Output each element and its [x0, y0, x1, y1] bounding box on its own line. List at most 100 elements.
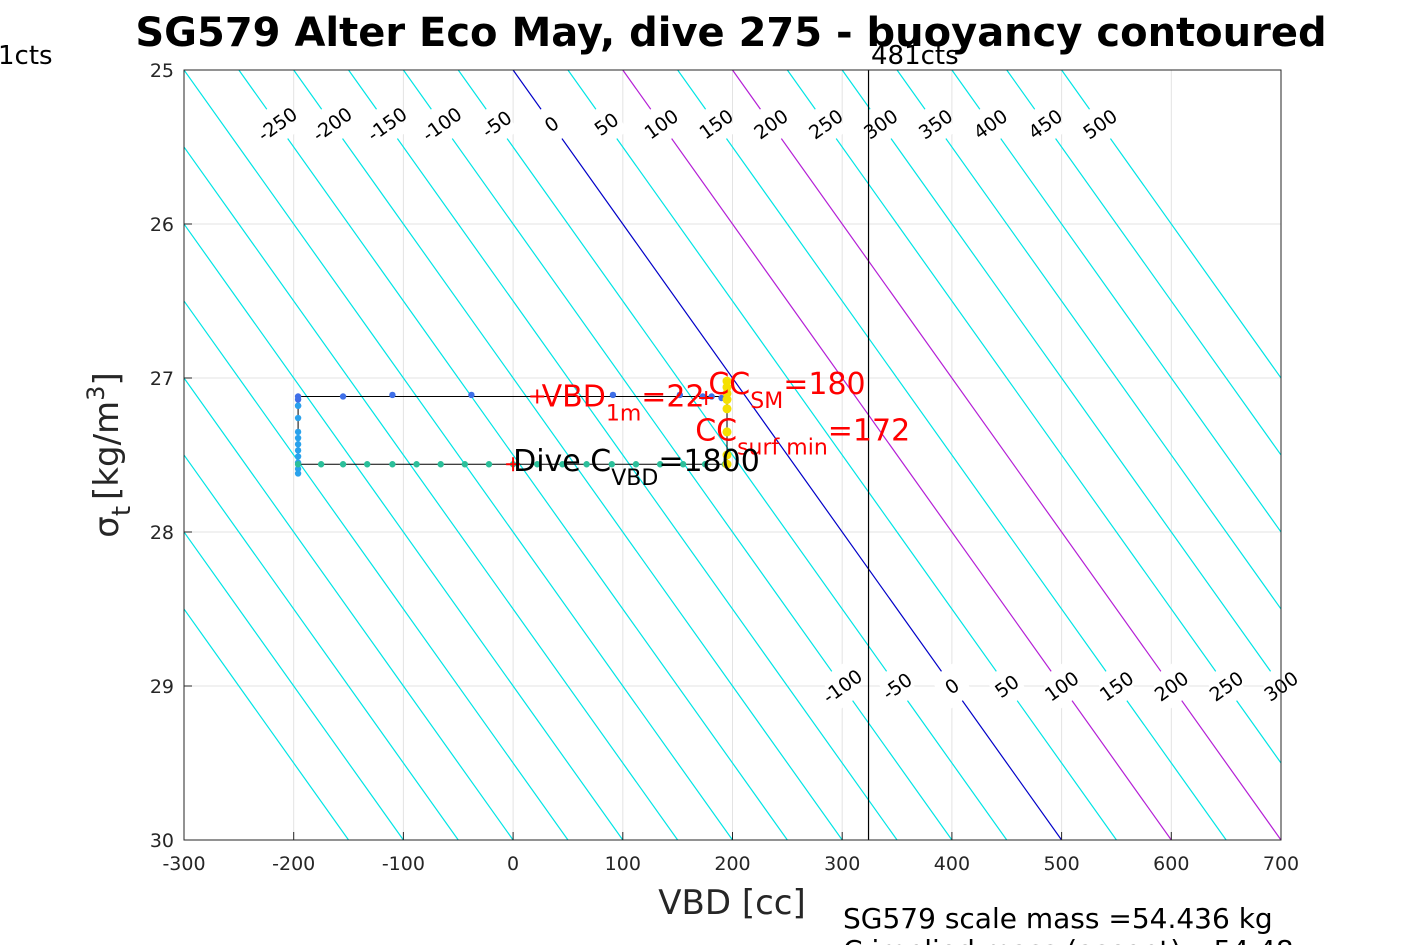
svg-text:σt[kg/m3]: σt [kg/m3]: [82, 372, 137, 537]
contour-label-top-bg: [474, 101, 519, 147]
contour-line: [1061, 70, 1281, 380]
contour-label-top-bg: [803, 101, 848, 147]
data-point: [294, 461, 302, 468]
y-axis-label-unit: [kg/m: [87, 401, 127, 500]
contour-line: [457, 70, 1008, 840]
y-tick-label: 29: [150, 676, 174, 698]
x-tick-label: -200: [272, 853, 315, 875]
data-point: [363, 461, 371, 468]
implied-mass-note: C implied mass (ascent) =54.48: [843, 934, 1294, 945]
data-point: [559, 461, 566, 468]
contour-line: [567, 70, 1117, 840]
chart-title: SG579 Alter Eco May, dive 275 - buoyancy…: [135, 10, 1326, 56]
x-tick-label: 300: [824, 853, 860, 875]
data-point: [656, 461, 664, 468]
data-point: [608, 461, 616, 468]
data-point: [294, 470, 302, 477]
contour-line: [184, 530, 404, 840]
contour-line: [786, 70, 1281, 765]
data-point: [722, 376, 732, 386]
dive-data: [294, 376, 732, 477]
data-point: [701, 461, 709, 468]
contour-line: [293, 70, 843, 840]
data-point: [294, 396, 302, 403]
contour-line: [732, 70, 1281, 840]
data-point: [485, 461, 493, 468]
y-tick-label: 25: [150, 60, 174, 82]
data-point: [294, 402, 302, 409]
x-tick-label: 0: [507, 853, 519, 875]
axes: -300 -200 -100 0 100 200 300 400 500 600 700 25 26 27…: [150, 60, 1299, 875]
contour-line: [184, 70, 733, 840]
data-point: [389, 461, 396, 468]
y-axis-label-close: ]: [87, 372, 127, 385]
data-point: [468, 391, 475, 399]
x-tick-label: 600: [1153, 853, 1189, 875]
buoyancy-contours: [184, 70, 1281, 840]
data-point: [339, 461, 347, 468]
contour-line: [184, 222, 624, 840]
data-point: [679, 461, 687, 468]
contour-line: [841, 70, 1281, 688]
data-point: [339, 393, 347, 400]
data-point: [294, 434, 302, 442]
contour-line: [184, 453, 459, 840]
data-point: [722, 382, 732, 392]
data-point: [722, 395, 732, 405]
contour-label-top-bg: [694, 101, 738, 147]
contour-label-top-bg: [419, 101, 464, 147]
max-limit-label: 481cts: [871, 41, 959, 71]
y-axis-label: σt [kg/m3]: [82, 372, 137, 537]
data-point: [317, 461, 325, 468]
contour-label-top-bg: [858, 101, 903, 147]
data-point: [294, 414, 302, 422]
x-tick-label: 400: [934, 853, 970, 875]
contour-label-bottom-bg: [820, 663, 865, 709]
annotation: CCSM=180: [708, 367, 865, 414]
contour-label-bottom-bg: [1204, 663, 1248, 709]
data-point: [294, 441, 302, 448]
contour-label-bottom-bg: [930, 663, 974, 709]
contour-label-bottom-bg: [875, 663, 919, 709]
x-axis-label: VBD [cc]: [658, 883, 806, 923]
contour-line: [402, 70, 953, 840]
x-tick-label: -100: [382, 853, 425, 875]
y-axis-label-sub: t: [107, 506, 137, 516]
vbd-marker: [506, 457, 521, 472]
contour-label-top-bg: [310, 101, 354, 147]
contour-label-top-bg: [749, 101, 793, 147]
contour-label-bottom-bg: [1094, 663, 1139, 709]
data-point: [461, 461, 469, 468]
y-axis-label-symbol: σ: [87, 516, 127, 538]
data-point: [534, 461, 541, 468]
data-point: [389, 391, 396, 399]
contour-line: [184, 145, 679, 840]
contour-label-top-bg: [913, 101, 958, 147]
data-point: [294, 465, 302, 473]
y-tick-label: 28: [150, 522, 174, 544]
x-tick-label: 500: [1043, 853, 1079, 875]
contour-label-bottom-bg: [984, 663, 1029, 709]
annotation: VBD1m=22: [542, 379, 705, 426]
contour-label-top-bg: [1023, 101, 1067, 147]
data-point: [609, 391, 617, 399]
min-limit-label: 1cts: [0, 41, 53, 71]
annotation: Dive CVBD=1800: [513, 444, 760, 491]
x-tick-label: 700: [1263, 853, 1299, 875]
contour-label-top-bg: [365, 101, 409, 147]
contour-line: [677, 70, 1227, 840]
y-axis-label-sup: 3: [82, 386, 110, 401]
contour-line: [348, 70, 898, 840]
y-tick-label: 27: [150, 368, 174, 390]
annotation: CCsurf min=172: [695, 413, 910, 460]
contour-label-top-bg: [1078, 101, 1122, 147]
contour-label-top-bg: [639, 101, 684, 147]
contour-label-top-bg: [529, 101, 574, 147]
data-point: [294, 428, 302, 436]
data-point: [722, 459, 732, 469]
contour-line: [238, 70, 788, 840]
vbd-marker: [699, 391, 714, 406]
